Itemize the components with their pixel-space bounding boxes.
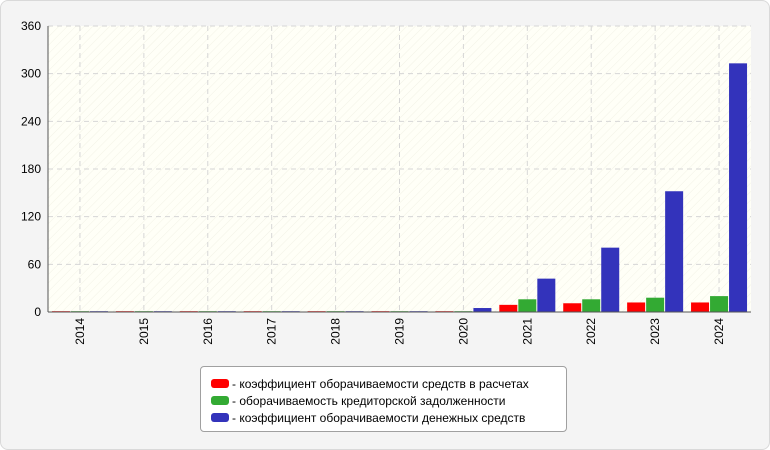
x-tick-label: 2017: [265, 318, 279, 345]
legend-item-cash: - коэффициент оборачиваемости денежных с…: [211, 409, 566, 426]
x-tick-label: 2015: [137, 318, 151, 345]
bar-2021-series-2: [537, 278, 556, 312]
y-axis-ticks: 0 60 120 180 240 300 360: [21, 19, 41, 319]
legend-swatch-receivables: [211, 379, 229, 388]
legend-item-receivables: - коэффициент оборачиваемости средств в …: [211, 375, 566, 392]
legend-label-payables: - оборачиваемость кредиторской задолженн…: [232, 393, 506, 408]
legend-label-cash: - коэффициент оборачиваемости денежных с…: [232, 410, 526, 425]
x-tick-label: 2019: [393, 318, 407, 345]
x-tick-label: 2022: [584, 318, 598, 345]
bar-2023-series-1: [646, 297, 665, 312]
y-tick-label: 120: [21, 210, 41, 224]
y-tick-label: 300: [21, 67, 41, 81]
grid-lines: [48, 25, 751, 312]
legend-swatch-cash: [211, 413, 229, 422]
x-tick-label: 2016: [201, 318, 215, 345]
bar-2021-series-0: [499, 304, 518, 312]
legend-swatch-payables: [211, 396, 229, 405]
bar-2024-series-2: [729, 63, 748, 312]
y-tick-label: 0: [34, 305, 41, 319]
x-tick-label: 2023: [648, 318, 662, 345]
axes: [47, 26, 751, 313]
y-tick-label: 60: [28, 257, 42, 271]
bar-2024-series-0: [691, 302, 710, 312]
bar-2021-series-1: [518, 299, 537, 312]
legend-label-receivables: - коэффициент оборачиваемости средств в …: [232, 376, 529, 391]
bar-2023-series-2: [665, 191, 684, 312]
bar-2024-series-1: [710, 296, 729, 312]
bar-2022-series-2: [601, 247, 620, 312]
y-tick-label: 240: [21, 114, 41, 128]
x-tick-label: 2014: [73, 318, 87, 345]
legend-item-payables: - оборачиваемость кредиторской задолженн…: [211, 392, 566, 409]
x-axis-ticks: 2014 2015 2016 2017 2018 2019 2020 2021 2022 2023…: [73, 318, 726, 345]
bar-2023-series-0: [627, 302, 646, 312]
x-tick-label: 2024: [712, 318, 726, 345]
legend: - коэффициент оборачиваемости средств в …: [200, 366, 567, 432]
x-tick-label: 2018: [329, 318, 343, 345]
y-tick-label: 180: [21, 162, 41, 176]
x-tick-label: 2020: [456, 318, 470, 345]
bar-2022-series-0: [563, 303, 582, 312]
bar-2022-series-1: [582, 299, 601, 312]
x-tick-label: 2021: [520, 318, 534, 345]
y-tick-label: 360: [21, 19, 41, 33]
bar-2020-series-2: [473, 308, 492, 312]
